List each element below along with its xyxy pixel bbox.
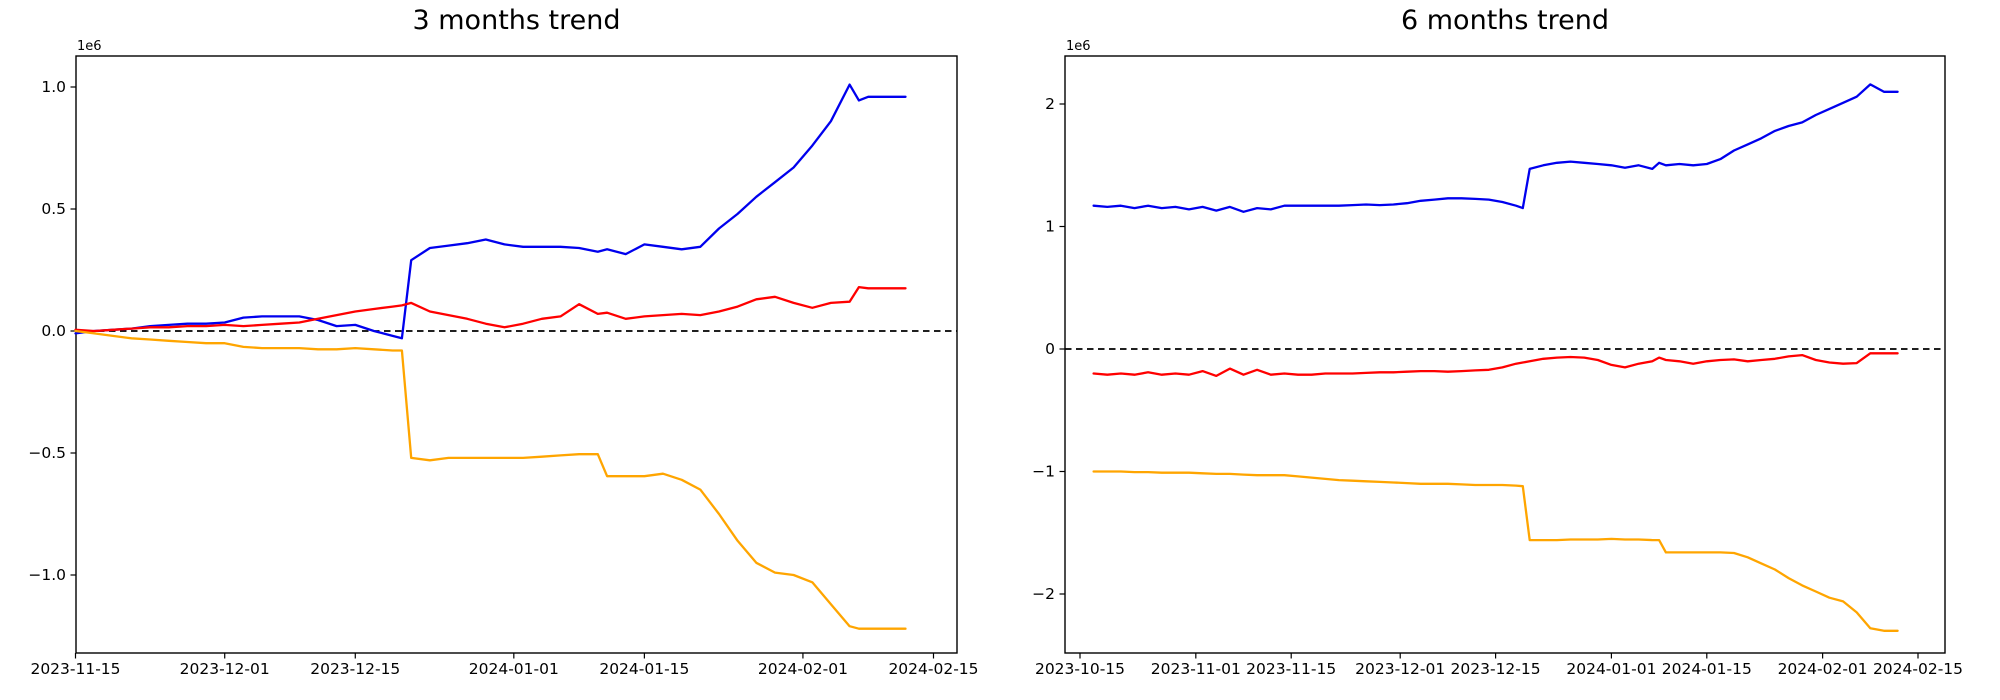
series-line-orange xyxy=(1092,470,1899,632)
chart-title-3-months: 3 months trend xyxy=(412,5,621,36)
y-tick-label: 1 xyxy=(1045,218,1055,236)
x-tick-label: 2024-01-01 xyxy=(469,660,559,678)
x-tick-label: 2023-12-15 xyxy=(1451,660,1541,678)
y-tick-label: 0.0 xyxy=(41,322,66,340)
y-tick-label: −2 xyxy=(1032,585,1055,603)
y-tick-label: 0.5 xyxy=(41,200,66,218)
chart-title-6-months: 6 months trend xyxy=(1401,5,1609,36)
x-tick-label: 2024-01-01 xyxy=(1566,660,1656,678)
y-tick-label: 2 xyxy=(1045,95,1055,113)
y-tick-label: 0 xyxy=(1045,340,1055,358)
x-tick-label: 2023-11-15 xyxy=(1246,660,1336,678)
axes-frame xyxy=(75,55,958,654)
y-axis-offset-label: 1e6 xyxy=(77,39,102,54)
y-tick-label: −1.0 xyxy=(28,566,66,584)
x-tick-label: 2023-12-15 xyxy=(310,660,400,678)
x-tick-label: 2024-02-15 xyxy=(888,660,978,678)
x-tick-label: 2023-10-15 xyxy=(1035,660,1125,678)
series-line-blue xyxy=(74,83,907,340)
axes-frame xyxy=(1064,55,1946,654)
x-tick-label: 2024-01-15 xyxy=(599,660,689,678)
x-tick-label: 2024-01-15 xyxy=(1662,660,1752,678)
x-tick-label: 2023-12-01 xyxy=(1355,660,1445,678)
x-tick-label: 2023-11-15 xyxy=(30,660,120,678)
series-line-red xyxy=(74,285,907,333)
x-tick-label: 2023-11-01 xyxy=(1151,660,1241,678)
series-line-red xyxy=(1092,352,1899,378)
series-line-orange xyxy=(74,329,907,630)
y-axis-offset-label: 1e6 xyxy=(1066,39,1091,54)
x-tick-label: 2024-02-15 xyxy=(1873,660,1963,678)
x-tick-label: 2024-02-01 xyxy=(1778,660,1868,678)
y-tick-label: 1.0 xyxy=(41,78,66,96)
y-tick-label: −0.5 xyxy=(28,444,66,462)
x-tick-label: 2024-02-01 xyxy=(758,660,848,678)
x-tick-label: 2023-12-01 xyxy=(180,660,270,678)
y-tick-label: −1 xyxy=(1032,463,1055,481)
series-line-blue xyxy=(1092,83,1899,213)
